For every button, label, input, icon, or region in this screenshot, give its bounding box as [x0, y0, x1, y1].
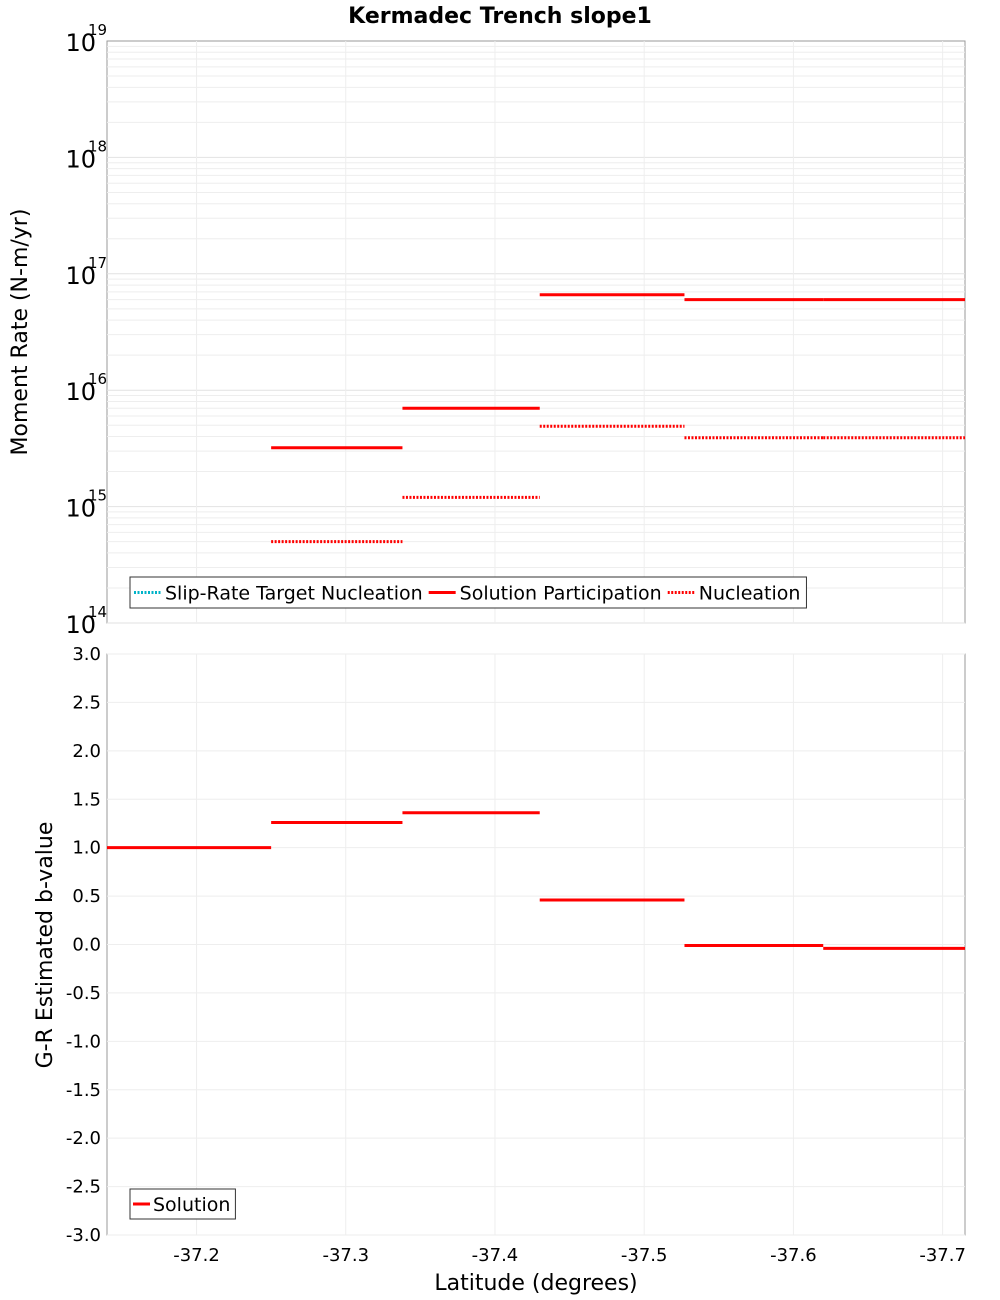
legend-label: Slip-Rate Target Nucleation [165, 583, 423, 605]
x-tick-label: -37.5 [621, 1245, 668, 1266]
legend-label: Nucleation [699, 583, 801, 605]
x-axis-label: Latitude (degrees) [434, 1271, 637, 1296]
x-tick-label: -37.4 [472, 1245, 519, 1266]
y-tick-label: -3.0 [66, 1225, 101, 1246]
y-tick-label: -0.5 [66, 983, 101, 1004]
y-tick-label: 0.0 [72, 935, 101, 956]
y-tick-label: 10 [65, 495, 96, 523]
y-tick-label: 10 [65, 29, 96, 57]
b-value-legend: Solution [129, 1188, 236, 1220]
moment-rate-series [271, 293, 965, 544]
y-tick-label: -1.5 [66, 1080, 101, 1101]
y-tick-exponent: 14 [88, 603, 107, 621]
x-tick-label: -37.6 [770, 1245, 817, 1266]
y-tick-label: 0.5 [72, 886, 101, 907]
y-tick-exponent: 19 [88, 21, 107, 39]
y-tick-label: 1.5 [72, 789, 101, 810]
b-value-panel: -3.0 -2.5 -2.0 -1.5 -1.0 -0.5 0.0 0.5 1.0 1.5 2.0 2… [33, 644, 966, 1296]
y-tick-exponent: 18 [88, 137, 107, 155]
y-tick-label: 3.0 [72, 644, 101, 665]
legend-label: Solution [153, 1194, 230, 1216]
b-value-y-ticks: -3.0 -2.5 -2.0 -1.5 -1.0 -0.5 0.0 0.5 1.0 1.5 2.0 2… [66, 644, 101, 1246]
y-tick-label: 1.0 [72, 838, 101, 859]
y-tick-exponent: 16 [88, 370, 107, 388]
y-tick-label: 10 [65, 378, 96, 406]
x-tick-label: -37.7 [919, 1245, 966, 1266]
y-tick-exponent: 17 [88, 254, 107, 272]
x-ticks: -37.2 -37.3 -37.4 -37.5 -37.6 -37.7 [173, 1245, 966, 1266]
y-tick-label: 2.5 [72, 692, 101, 713]
legend-label: Solution Participation [460, 583, 662, 605]
y-tick-label: 2.0 [72, 741, 101, 762]
moment-rate-grid [107, 41, 965, 624]
moment-rate-y-label: Moment Rate (N-m/yr) [8, 209, 33, 456]
chart-title: Kermadec Trench slope1 [348, 4, 652, 29]
y-tick-label: 10 [65, 145, 96, 173]
y-tick-label: 10 [65, 262, 96, 290]
b-value-series [107, 811, 965, 950]
y-tick-exponent: 15 [88, 487, 107, 505]
y-tick-label: -1.0 [66, 1031, 101, 1052]
y-tick-label: -2.5 [66, 1177, 101, 1198]
y-tick-label: 10 [65, 611, 96, 639]
moment-rate-legend: Slip-Rate Target Nucleation Solution Part… [129, 576, 807, 609]
moment-rate-plot-area [106, 40, 966, 624]
y-tick-label: -2.0 [66, 1128, 101, 1149]
b-value-y-label: G-R Estimated b-value [33, 822, 58, 1069]
x-tick-label: -37.2 [173, 1245, 220, 1266]
x-tick-label: -37.3 [322, 1245, 369, 1266]
